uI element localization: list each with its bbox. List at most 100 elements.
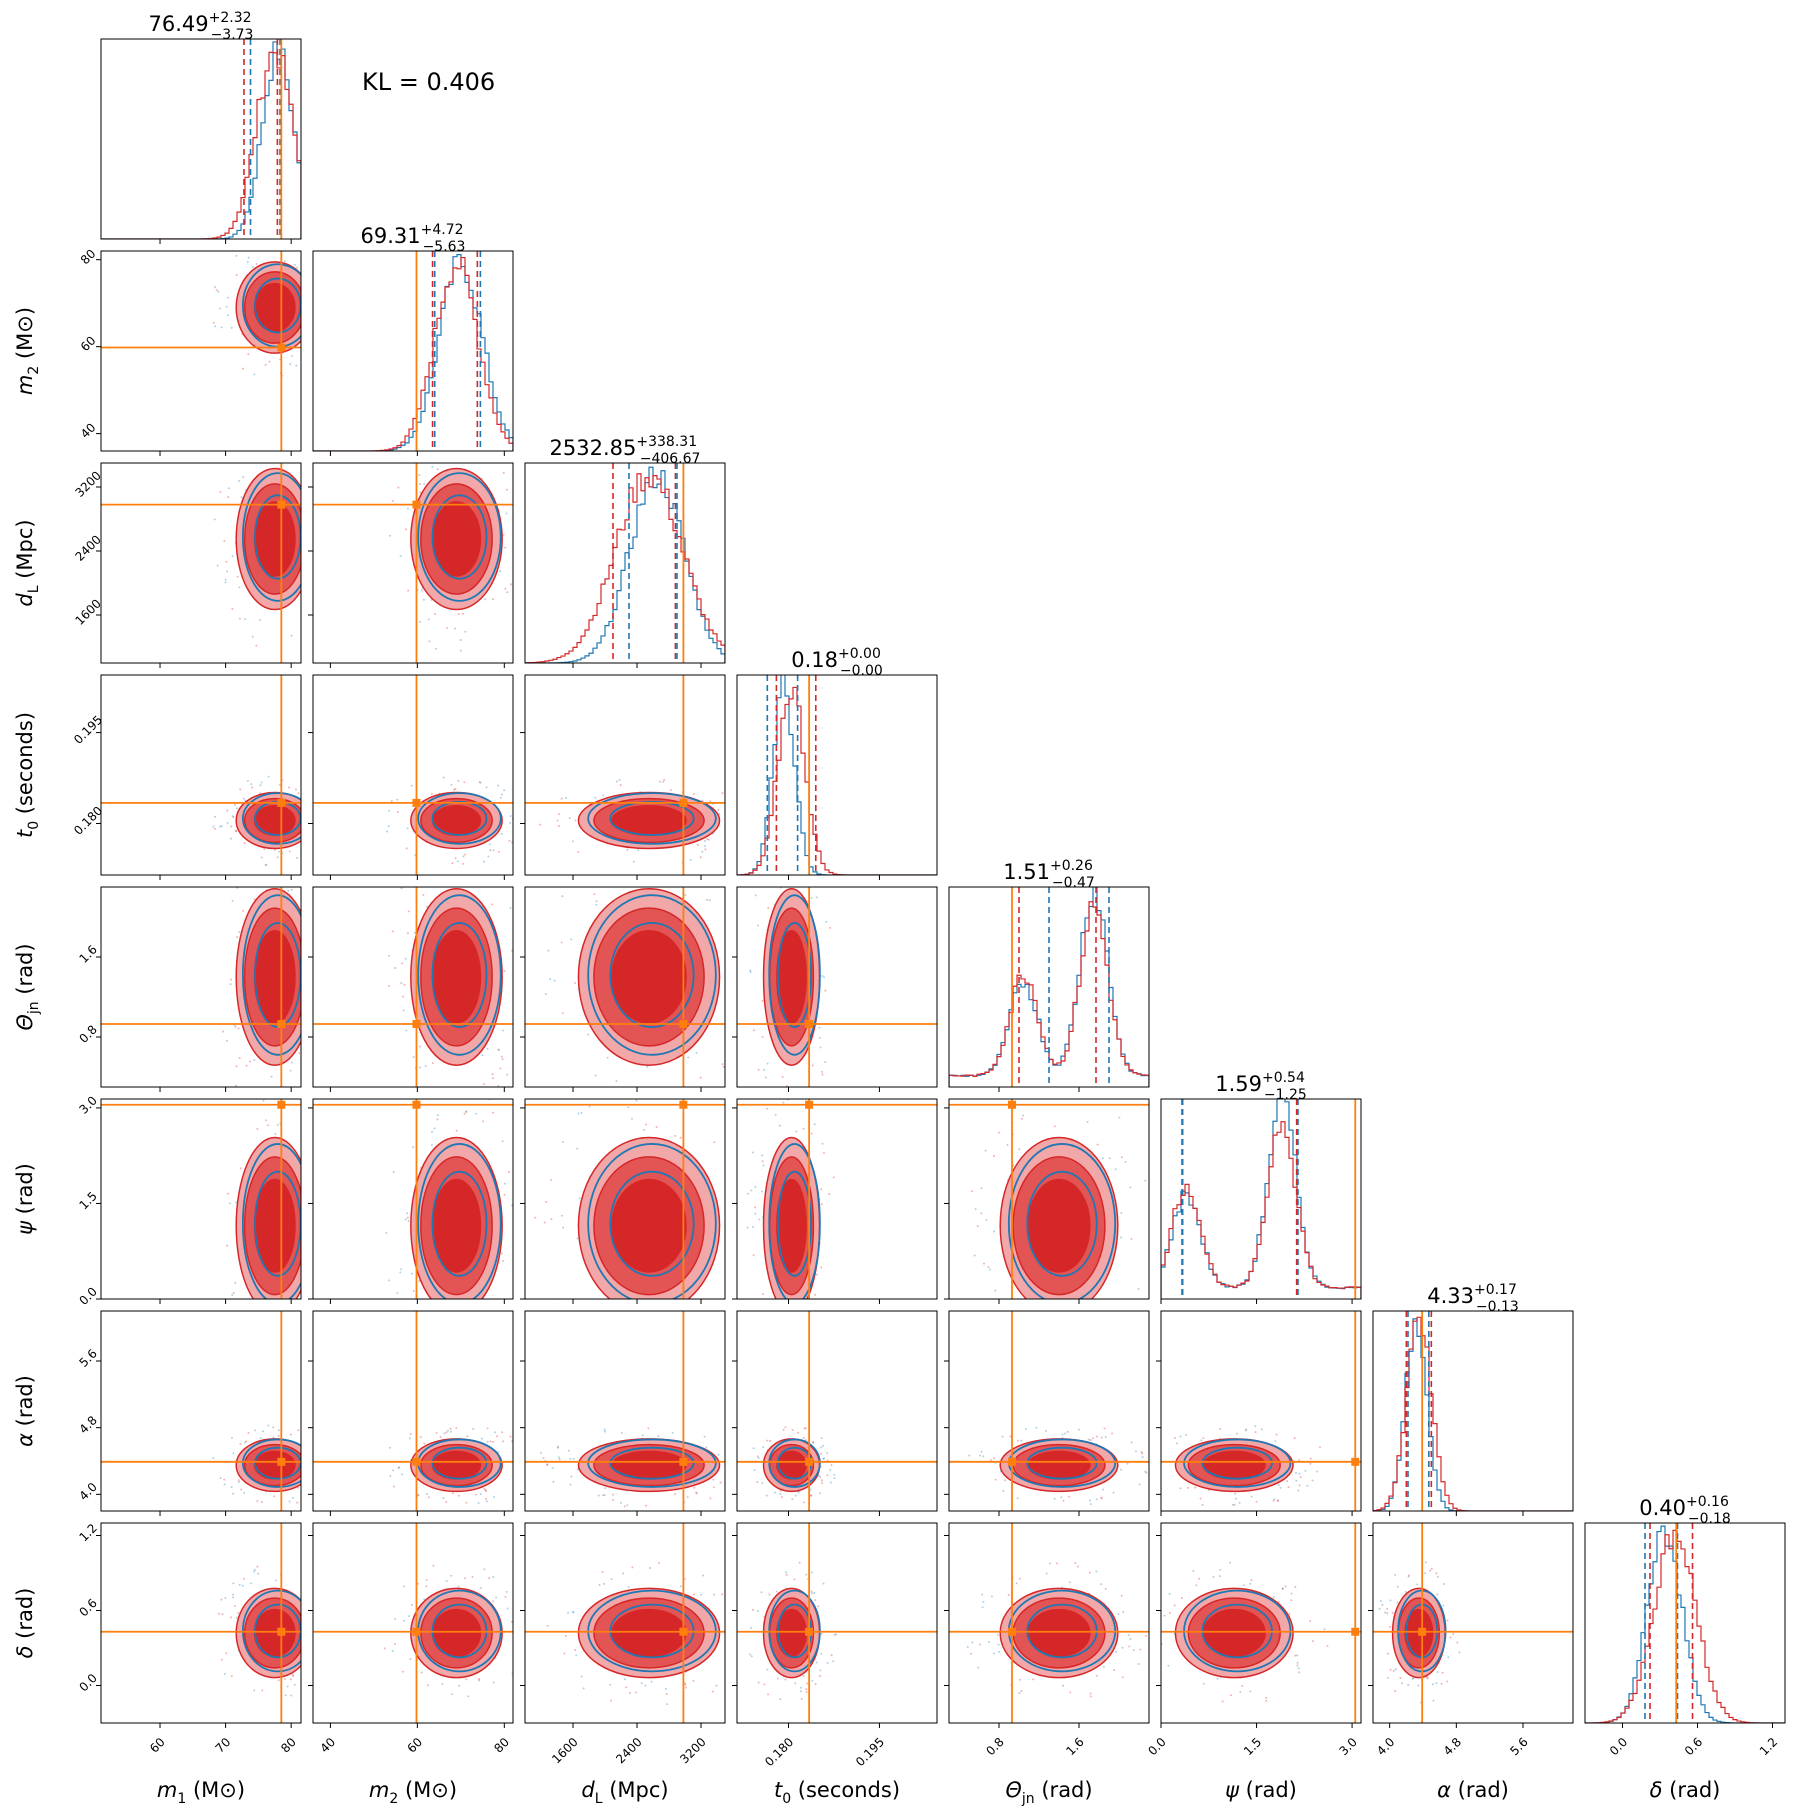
scatter-point (262, 1099, 265, 1102)
scatter-point (431, 1130, 434, 1133)
scatter-point (230, 1675, 233, 1678)
scatter-point (445, 1431, 448, 1434)
scatter-point (622, 1572, 625, 1575)
truth-marker (412, 1100, 421, 1109)
scatter-point (408, 1437, 411, 1440)
scatter-point (489, 849, 492, 852)
scatter-point (824, 1313, 826, 1315)
scatter-point (1284, 1585, 1287, 1588)
scatter-point (308, 442, 310, 444)
scatter-point (489, 1440, 492, 1443)
panel-frame (524, 1522, 726, 1724)
truth-marker (679, 798, 688, 807)
scatter-point (978, 1643, 981, 1646)
scatter-point (453, 788, 456, 791)
scatter-point (1389, 1668, 1392, 1671)
scatter-point (238, 930, 241, 933)
scatter-point (827, 1302, 829, 1304)
panel-m2-t0 (308, 674, 514, 880)
scatter-point (987, 1640, 990, 1643)
scatter-point (245, 1064, 248, 1067)
scatter-point (797, 1340, 799, 1342)
scatter-point (322, 538, 324, 540)
scatter-point (406, 827, 409, 830)
scatter-point (1089, 1499, 1092, 1502)
scatter-point (973, 1254, 976, 1257)
scatter-point (730, 1466, 732, 1468)
contour-1sigma (776, 1178, 807, 1273)
contour-blue-outer (417, 1143, 502, 1299)
scatter-point (426, 1493, 429, 1496)
scatter-point (1218, 1575, 1221, 1578)
scatter-point (315, 995, 317, 997)
scatter-point (315, 262, 317, 264)
scatter-point (225, 305, 228, 308)
scatter-point (1250, 1495, 1253, 1498)
scatter-point (292, 1094, 294, 1096)
scatter-point (778, 1124, 781, 1127)
panel-frame (524, 1310, 726, 1512)
scatter-point (212, 825, 215, 828)
scatter-point (483, 1487, 486, 1490)
scatter-point (513, 1621, 515, 1623)
scatter-point (445, 1579, 448, 1582)
scatter-point (478, 781, 481, 784)
scatter-point (1416, 1583, 1419, 1586)
scatter-point (1298, 1671, 1301, 1674)
scatter-point (627, 1585, 630, 1588)
scatter-point (819, 1475, 822, 1478)
scatter-point (1265, 1696, 1268, 1699)
scatter-point (977, 1666, 980, 1669)
scatter-point (522, 1603, 524, 1605)
scatter-point (487, 847, 489, 849)
scatter-point (407, 910, 410, 913)
scatter-point (454, 857, 457, 860)
scatter-point (1120, 1156, 1123, 1159)
scatter-point (1430, 1567, 1433, 1570)
scatter-point (329, 1216, 331, 1218)
scatter-point (432, 1564, 435, 1567)
scatter-point (1045, 1429, 1048, 1432)
scatter-point (456, 860, 459, 863)
scatter-point (516, 1623, 518, 1625)
scatter-point (259, 244, 261, 246)
scatter-point (695, 1492, 698, 1495)
scatter-point (775, 1590, 778, 1593)
scatter-point (226, 296, 229, 299)
truth-marker (1351, 1627, 1360, 1636)
scatter-point (1265, 1699, 1268, 1702)
y-tick-label: 0.0 (76, 1284, 99, 1307)
scatter-point (228, 1202, 231, 1205)
scatter-point (238, 1481, 241, 1484)
truth-marker (277, 500, 286, 509)
scatter-point (487, 855, 490, 858)
scatter-point (765, 1494, 768, 1497)
scatter-point (231, 1593, 234, 1596)
scatter-point (803, 1427, 806, 1430)
scatter-point (509, 583, 512, 586)
scatter-point (1074, 1562, 1077, 1565)
scatter-point (1124, 1160, 1127, 1163)
scatter-point (475, 1493, 478, 1496)
scatter-point (246, 780, 249, 783)
scatter-point (482, 860, 485, 863)
summary-psi: 1.59+0.54 −1.25 (1215, 1070, 1307, 1103)
scatter-point (289, 1433, 292, 1436)
truth-marker (412, 500, 421, 509)
scatter-point (327, 807, 329, 809)
panel-m1-alpha: 4.04.85.6 (76, 1310, 302, 1516)
scatter-point (1145, 1634, 1148, 1637)
scatter-point (301, 869, 303, 871)
contour-blue-outer (587, 1438, 717, 1488)
scatter-point (287, 786, 290, 789)
scatter-point (752, 1254, 755, 1257)
scatter-point (603, 1494, 606, 1497)
scatter-point (291, 355, 294, 358)
scatter-point (485, 1500, 488, 1503)
scatter-point (679, 1585, 682, 1588)
scatter-point (696, 843, 699, 846)
scatter-point (569, 1483, 572, 1486)
scatter-point (1201, 1503, 1204, 1506)
scatter-point (322, 1229, 324, 1231)
scatter-point (687, 1056, 690, 1059)
